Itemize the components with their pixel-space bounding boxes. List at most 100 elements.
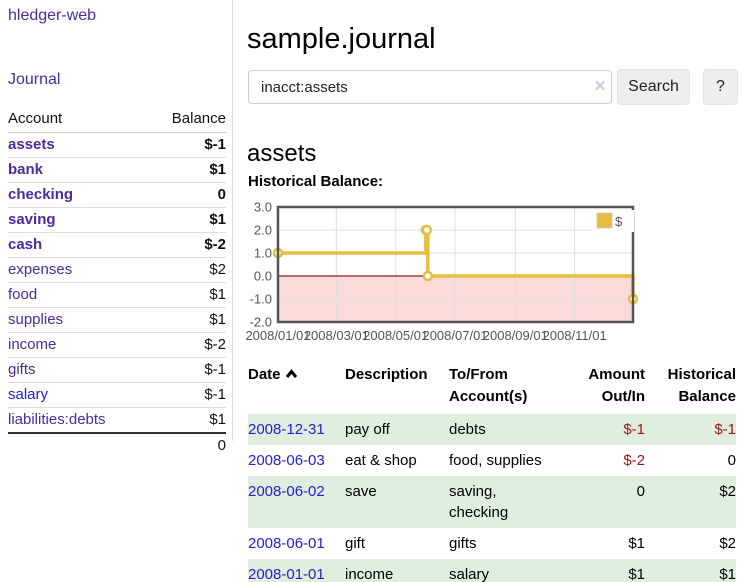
transaction-accounts: saving, checking: [449, 482, 509, 521]
transaction-date-link[interactable]: 2008-12-31: [248, 420, 325, 438]
y-axis-tick-label: -1.0: [250, 292, 272, 307]
account-balance: $1: [158, 307, 226, 333]
transaction-amount: $1: [628, 534, 645, 552]
y-axis-tick-label: 1.0: [254, 246, 272, 261]
transaction-description: income: [345, 565, 394, 582]
sidebar-account-link[interactable]: gifts: [8, 361, 36, 378]
balance-column-header-register: Historical Balance: [667, 366, 736, 405]
account-row: checking 0: [8, 182, 226, 208]
account-row: gifts $-1: [8, 357, 226, 383]
sort-ascending-icon: [285, 364, 298, 386]
data-point-marker[interactable]: [421, 224, 433, 236]
transaction-balance: $2: [719, 534, 736, 552]
sidebar-account-link[interactable]: cash: [8, 236, 43, 253]
y-axis-tick-label: 3.0: [254, 202, 272, 215]
account-row: cash $-2: [8, 232, 226, 258]
account-row: supplies $1: [8, 307, 226, 333]
sidebar-account-link[interactable]: food: [8, 286, 38, 303]
account-balance: $1: [158, 207, 226, 233]
tofrom-column-header: To/From Account(s): [449, 366, 528, 405]
balance-chart: 3.0 2.0 1.0 0.0 -1.0 -2.02008/01/012008/03/01…: [245, 202, 639, 343]
transaction-accounts: salary: [449, 565, 490, 582]
sidebar-account-link[interactable]: income: [8, 336, 57, 353]
account-balance: $-2: [158, 232, 226, 258]
transaction-date-link[interactable]: 2008-01-01: [248, 565, 325, 582]
register-row: 2008-01-01 income salary $1 $1: [248, 558, 736, 582]
search-button[interactable]: Search: [617, 69, 690, 105]
transaction-amount: $-1: [623, 420, 645, 438]
x-axis-tick-label: 2008/09/01: [483, 328, 548, 343]
register-row: 2008-06-01 gift gifts $1 $2: [248, 528, 736, 559]
x-axis-tick-label: 2008/07/01: [422, 328, 487, 343]
balance-column-header: Balance: [158, 106, 226, 133]
search-input[interactable]: [248, 70, 612, 104]
y-axis-tick-label: 0.0: [254, 269, 272, 284]
account-row: liabilities:debts $1: [8, 407, 226, 434]
account-row: saving $1: [8, 207, 226, 233]
transaction-date-link[interactable]: 2008-06-03: [248, 451, 325, 469]
register-table: Date Description To/From Account(s) Amou…: [248, 362, 736, 582]
sidebar-account-link[interactable]: expenses: [8, 261, 73, 278]
transaction-accounts: debts: [449, 420, 486, 438]
account-row: expenses $2: [8, 257, 226, 283]
account-balance: $-1: [158, 382, 226, 408]
transaction-date-link[interactable]: 2008-06-02: [248, 482, 325, 500]
sidebar-account-link[interactable]: assets: [8, 136, 55, 153]
transaction-accounts: food, supplies: [449, 451, 542, 469]
legend-swatch-icon: [596, 212, 613, 229]
transaction-accounts: gifts: [449, 534, 477, 552]
sidebar-account-link[interactable]: liabilities:debts: [8, 411, 106, 428]
plot-border: [276, 205, 635, 324]
help-button[interactable]: ?: [703, 69, 738, 105]
account-balance: $-1: [158, 132, 226, 158]
register-row: 2008-06-02 save saving, checking 0 $2: [248, 475, 736, 528]
x-axis-tick-label: 2008/01/01: [245, 328, 310, 343]
accounts-table: Account Balance assets $-1 bank $1 checking 0…: [8, 106, 226, 458]
transaction-date-link[interactable]: 2008-06-01: [248, 534, 325, 552]
register-header-row: Date Description To/From Account(s) Amou…: [248, 362, 736, 414]
accounts-total-value: 0: [158, 432, 226, 458]
transaction-balance: $1: [719, 565, 736, 582]
transaction-balance: 0: [727, 451, 736, 469]
clear-search-icon[interactable]: ✕: [593, 78, 607, 95]
brand-link[interactable]: hledger-web: [8, 7, 97, 24]
amount-column-header: Amount Out/In: [588, 366, 645, 405]
account-balance: $1: [158, 407, 226, 434]
account-balance: $-1: [158, 357, 226, 383]
sidebar-item-journal[interactable]: Journal: [8, 71, 61, 88]
x-axis-tick-label: 2008/03/01: [304, 328, 369, 343]
accounts-header-row: Account Balance: [8, 106, 226, 133]
y-axis-tick-label: -2.0: [250, 315, 272, 330]
account-balance: $1: [158, 157, 226, 183]
account-balance: $-2: [158, 332, 226, 358]
account-heading: assets: [247, 139, 317, 167]
account-balance: $1: [158, 282, 226, 308]
sidebar-account-link[interactable]: salary: [8, 386, 49, 403]
x-axis-tick-label: 2008/11/01: [543, 328, 607, 343]
sidebar-account-link[interactable]: checking: [8, 186, 74, 203]
accounts-total-row: 0: [8, 432, 226, 458]
account-row: assets $-1: [8, 132, 226, 158]
date-column-header[interactable]: Date: [248, 362, 345, 414]
transaction-amount: $1: [628, 565, 645, 582]
transaction-balance: $2: [719, 482, 736, 500]
transaction-amount: $-2: [623, 451, 645, 469]
account-row: income $-2: [8, 332, 226, 358]
sidebar-account-link[interactable]: supplies: [8, 311, 64, 328]
transaction-description: pay off: [345, 420, 390, 438]
transaction-amount: 0: [636, 482, 645, 500]
data-point-marker[interactable]: [422, 270, 434, 282]
register-row: 2008-12-31 pay off debts $-1 $-1: [248, 413, 736, 445]
chart-label: Historical Balance:: [248, 173, 384, 190]
legend-label: $: [615, 214, 623, 229]
account-column-header: Account: [8, 106, 158, 133]
account-balance: $2: [158, 257, 226, 283]
transaction-balance: $-1: [714, 420, 736, 438]
account-balance: 0: [158, 182, 226, 208]
sidebar-account-link[interactable]: saving: [8, 211, 56, 228]
page-title: sample.journal: [247, 23, 436, 56]
account-row: salary $-1: [8, 382, 226, 408]
sidebar: hledger-web Journal Account Balance asse…: [0, 0, 233, 458]
sidebar-account-link[interactable]: bank: [8, 161, 44, 178]
